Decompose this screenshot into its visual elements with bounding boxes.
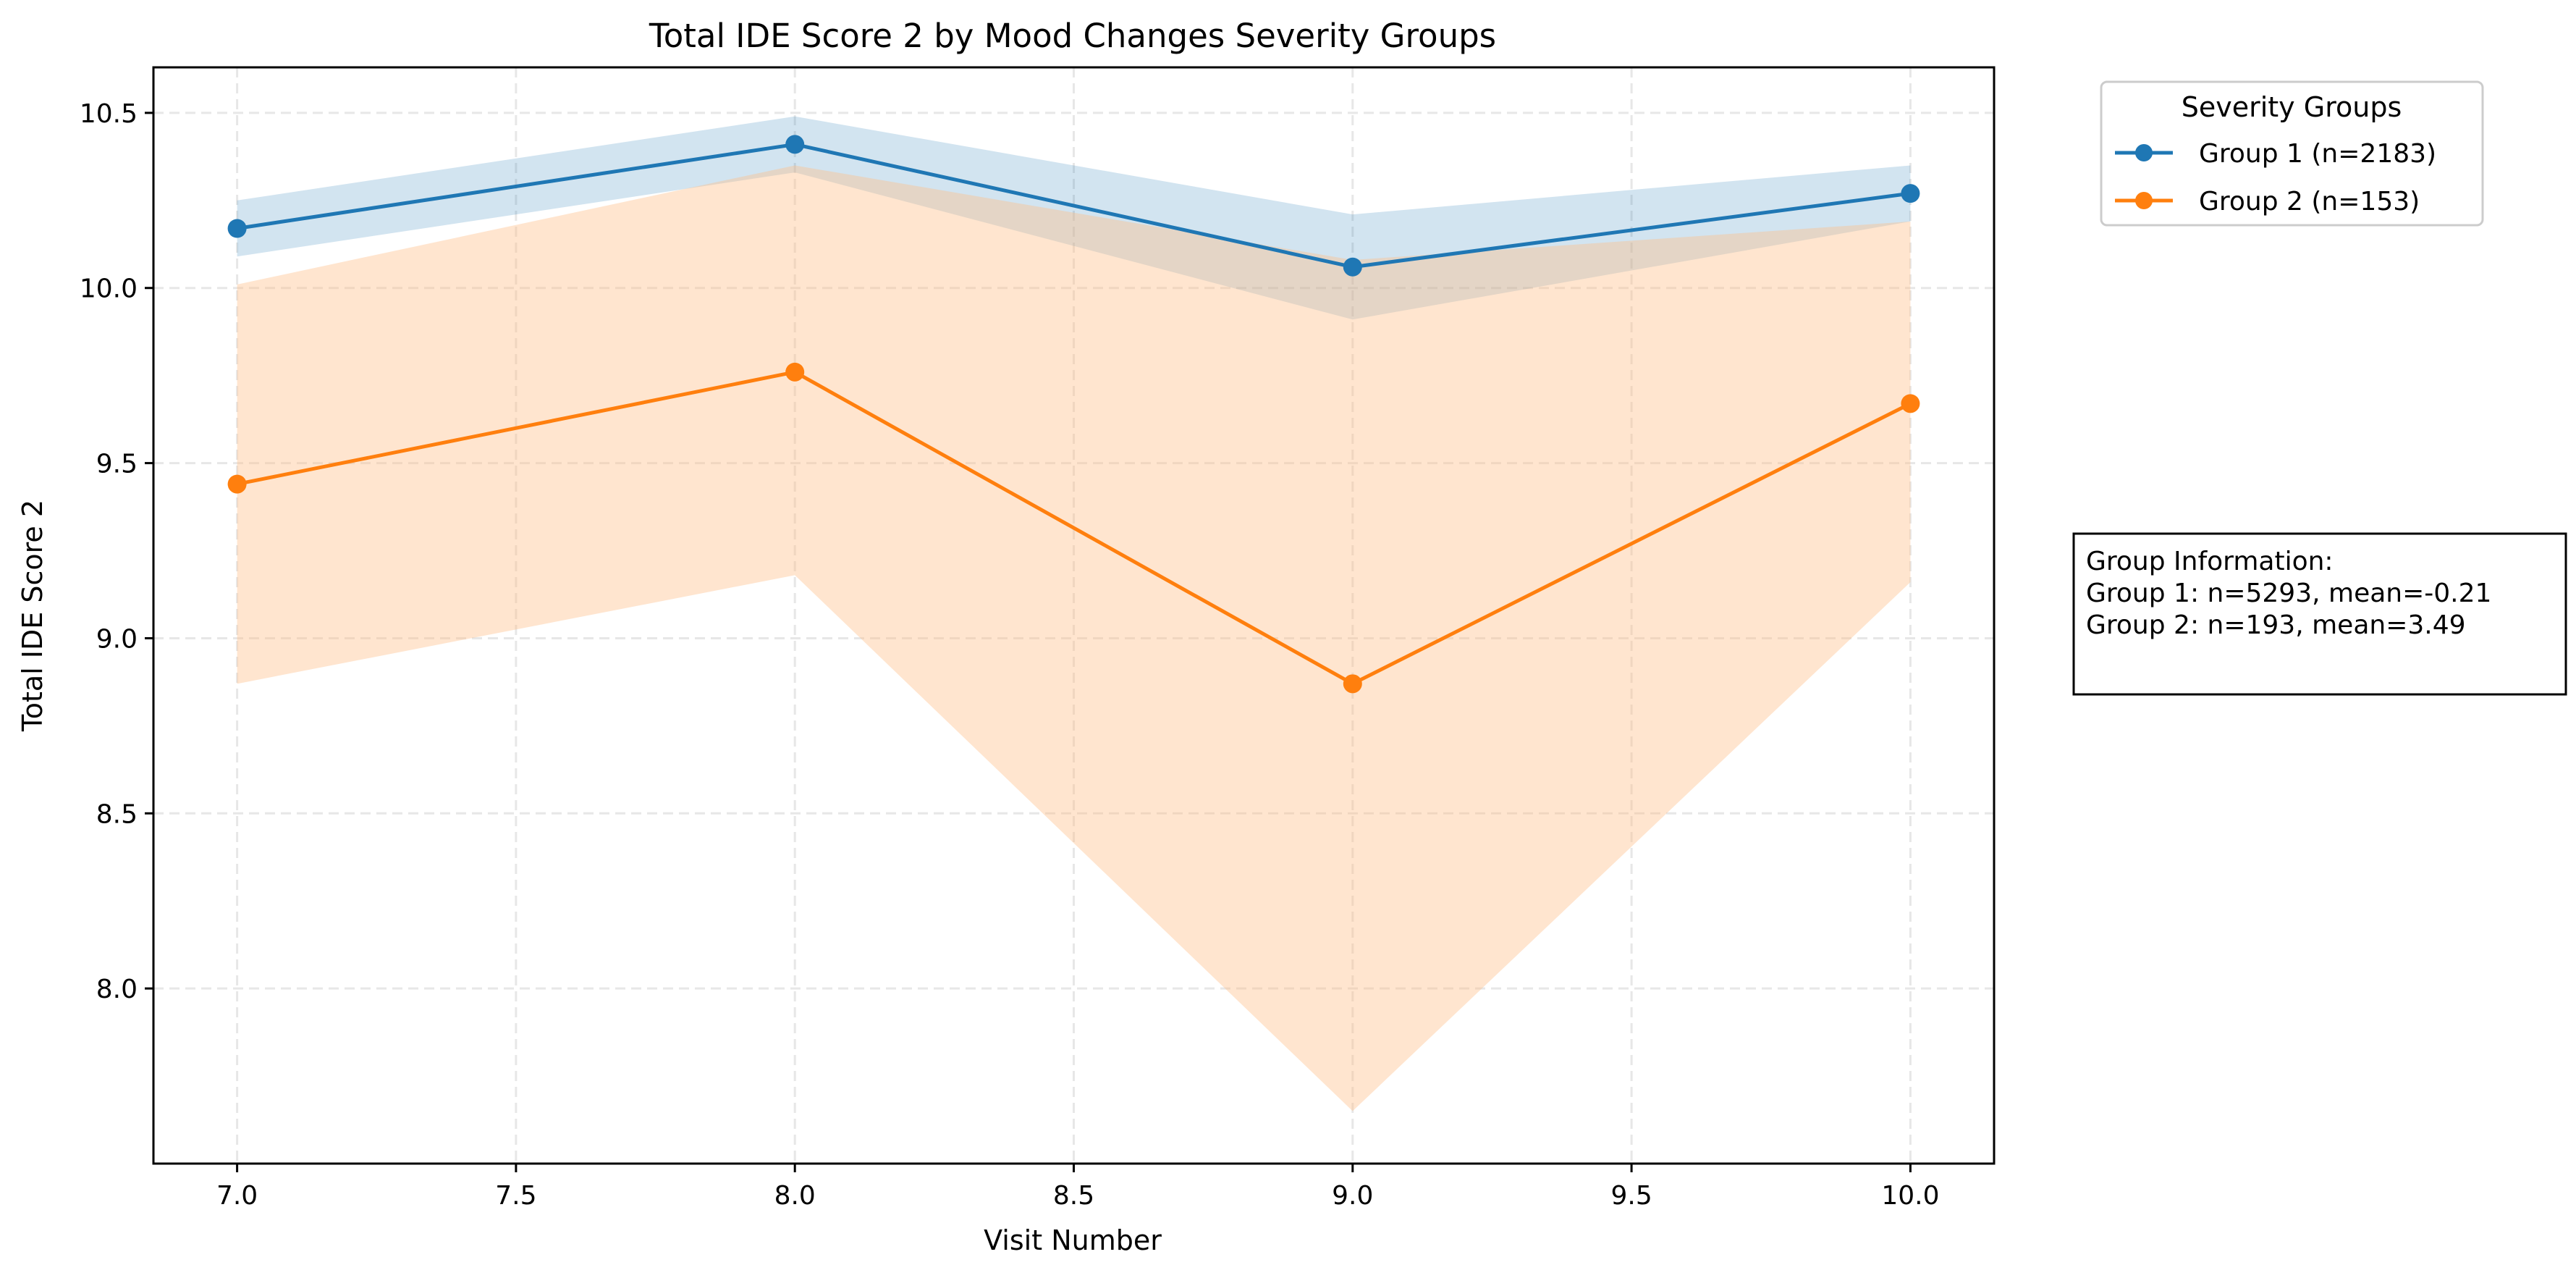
- x-axis-ticks: 7.0 7.5 8.0 8.5 9.0 9.5 10.0: [216, 1164, 1939, 1211]
- y-axis-label: Total IDE Score 2: [17, 500, 48, 732]
- x-tick-label: 8.5: [1053, 1181, 1094, 1211]
- chart-title: Total IDE Score 2 by Mood Changes Severi…: [649, 17, 1496, 55]
- data-point-group-2: [1901, 394, 1920, 413]
- x-tick-label: 7.0: [216, 1181, 258, 1211]
- data-point-group-2: [1343, 674, 1362, 694]
- data-point-group-1: [1343, 257, 1362, 277]
- y-tick-label: 8.5: [96, 799, 138, 829]
- data-point-group-1: [785, 135, 805, 154]
- legend-title: Severity Groups: [2182, 91, 2402, 123]
- x-tick-label: 9.5: [1610, 1181, 1652, 1211]
- legend-marker-group-1: [2135, 144, 2153, 161]
- x-axis-label: Visit Number: [984, 1224, 1162, 1256]
- grid: [153, 67, 1994, 1164]
- series-lines: [237, 142, 1912, 686]
- group-info-frame: [2072, 532, 2567, 696]
- y-tick-label: 9.5: [96, 450, 138, 479]
- y-axis-ticks: 8.0 8.5 9.0 9.5 10.0 10.5: [80, 99, 153, 1004]
- y-tick-label: 10.5: [80, 99, 138, 129]
- series-line-group-2: [237, 370, 1912, 686]
- x-tick-label: 10.0: [1881, 1181, 1939, 1211]
- group-info-group-2: Group 2: n=193, mean=3.49: [2086, 610, 2466, 640]
- data-point-group-2: [227, 474, 247, 494]
- group-info-heading: Group Information:: [2086, 547, 2334, 576]
- legend: Severity Groups Group 1 (n=2183) Group 2…: [2100, 80, 2484, 227]
- legend-marker-group-2: [2135, 192, 2153, 209]
- x-tick-label: 7.5: [495, 1181, 536, 1211]
- data-point-group-2: [785, 362, 805, 382]
- group-info-group-1: Group 1: n=5293, mean=-0.21: [2086, 579, 2491, 608]
- data-point-group-1: [1901, 184, 1920, 203]
- y-tick-label: 10.0: [80, 274, 138, 304]
- x-tick-label: 8.0: [774, 1181, 816, 1211]
- legend-label-group-2: Group 2 (n=153): [2199, 187, 2420, 216]
- plot-area: [153, 67, 1994, 1164]
- legend-frame: [2100, 80, 2484, 227]
- series-line-group-1: [237, 142, 1911, 269]
- x-tick-label: 9.0: [1332, 1181, 1373, 1211]
- data-point-group-1: [227, 219, 247, 238]
- group-info-box: Group Information: Group 1: n=5293, mean…: [2072, 532, 2567, 696]
- y-tick-label: 8.0: [96, 975, 138, 1004]
- y-tick-label: 9.0: [96, 624, 138, 654]
- legend-label-group-1: Group 1 (n=2183): [2199, 139, 2436, 169]
- series-points: [227, 135, 1920, 694]
